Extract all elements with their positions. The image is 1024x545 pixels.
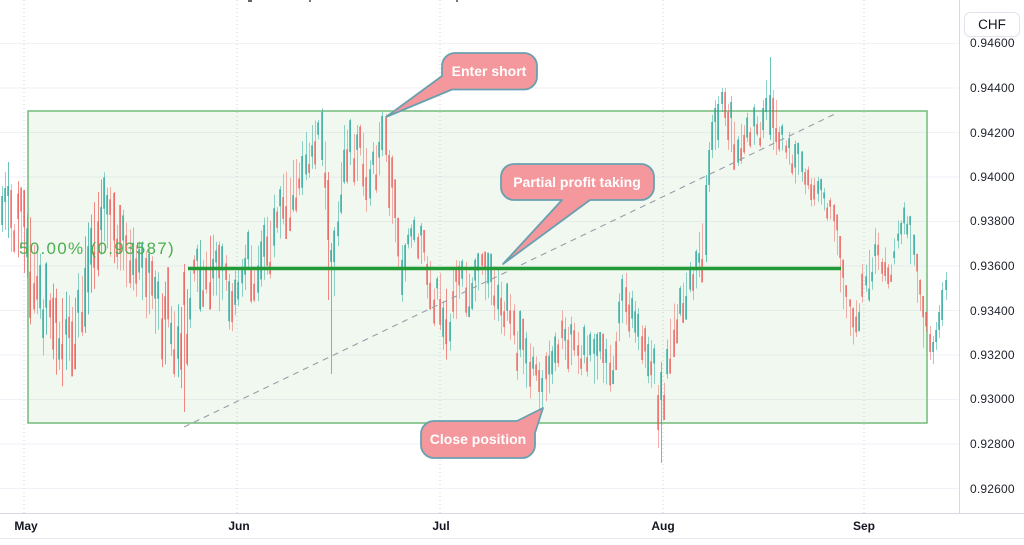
svg-text:50.00% (0.93587): 50.00% (0.93587)	[19, 239, 175, 258]
svg-text:Enter short: Enter short	[452, 63, 527, 79]
svg-text:Partial profit taking: Partial profit taking	[513, 174, 641, 190]
svg-text:Close position: Close position	[430, 431, 526, 447]
